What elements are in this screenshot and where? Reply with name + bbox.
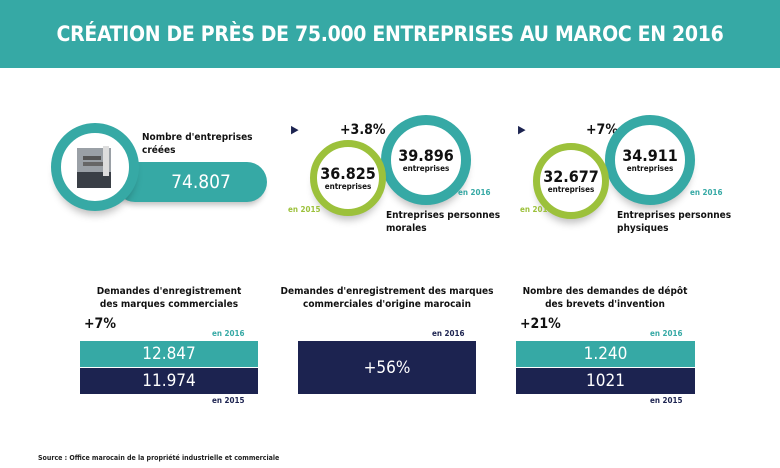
physiques-growth: +7% bbox=[586, 122, 618, 138]
total-label-line2: créées bbox=[142, 145, 176, 156]
brevets-year-2016: en 2016 bbox=[650, 329, 683, 338]
morales-year-2016: en 2016 bbox=[458, 188, 491, 197]
marques-title-line2: des marques commerciales bbox=[99, 299, 239, 310]
morales-label: Entreprises personnes morales bbox=[386, 209, 500, 235]
morales-2015-circle: 36.825 entreprises bbox=[310, 140, 386, 216]
morales-growth: +3.8% bbox=[340, 122, 386, 138]
marques-maroc-title-line1: Demandes d'enregistrement des marques bbox=[280, 286, 494, 297]
morales-year-2015: en 2015 bbox=[288, 205, 321, 214]
arrow-icon: ▶ bbox=[291, 123, 299, 136]
marques-year-2016: en 2016 bbox=[212, 329, 245, 338]
marques-title-line1: Demandes d'enregistrement bbox=[96, 286, 242, 297]
total-pill: 74.807 bbox=[115, 162, 267, 202]
marques-2016-value: 12.847 bbox=[80, 341, 258, 367]
marques-growth: +7% bbox=[84, 316, 116, 332]
marques-year-2015: en 2015 bbox=[212, 396, 245, 405]
physiques-label-line1: Entreprises personnes bbox=[617, 210, 732, 221]
physiques-2016-unit: entreprises bbox=[626, 163, 674, 173]
marques-maroc-title-line2: commerciales d'origine marocain bbox=[303, 299, 471, 310]
physiques-2015-unit: entreprises bbox=[547, 184, 595, 194]
brevets-year-2015: en 2015 bbox=[650, 396, 683, 405]
brevets-2015-value: 1021 bbox=[516, 368, 695, 394]
physiques-year-2015: en 2015 bbox=[520, 205, 553, 214]
brevets-title-line2: des brevets d'invention bbox=[545, 299, 665, 310]
source-note: Source : Office marocain de la propriété… bbox=[38, 454, 280, 462]
morales-2015-value: 36.825 bbox=[320, 163, 376, 183]
total-label: Nombre d'entreprises créées bbox=[142, 131, 253, 157]
marques-2015-value: 11.974 bbox=[80, 368, 258, 394]
morales-2015-unit: entreprises bbox=[324, 181, 372, 191]
physiques-year-2016: en 2016 bbox=[690, 188, 723, 197]
marques-maroc-title: Demandes d'enregistrement des marques co… bbox=[277, 285, 497, 311]
morales-2016-value: 39.896 bbox=[398, 145, 454, 165]
physiques-2015-value: 32.677 bbox=[543, 166, 599, 186]
morales-2016-circle: 39.896 entreprises bbox=[381, 115, 471, 205]
marques-maroc-year-2016: en 2016 bbox=[432, 329, 465, 338]
brevets-title-line1: Nombre des demandes de dépôt bbox=[522, 286, 688, 297]
total-value: 74.807 bbox=[171, 171, 231, 193]
marques-maroc-growth: +56% bbox=[298, 341, 476, 394]
physiques-2016-value: 34.911 bbox=[622, 145, 678, 165]
brevets-2016-value: 1.240 bbox=[516, 341, 695, 367]
brevets-title: Nombre des demandes de dépôt des brevets… bbox=[495, 285, 715, 311]
physiques-2015-circle: 32.677 entreprises bbox=[533, 143, 609, 219]
total-icon-circle bbox=[51, 123, 139, 211]
total-label-line1: Nombre d'entreprises bbox=[142, 132, 253, 143]
header-banner: CRÉATION DE PRÈS DE 75.000 ENTREPRISES A… bbox=[0, 0, 780, 68]
arrow-icon: ▶ bbox=[518, 123, 526, 136]
marques-title: Demandes d'enregistrement des marques co… bbox=[59, 285, 279, 311]
morales-2016-unit: entreprises bbox=[402, 163, 450, 173]
morales-label-line2: morales bbox=[386, 223, 427, 234]
morales-label-line1: Entreprises personnes bbox=[386, 210, 501, 221]
page-title: CRÉATION DE PRÈS DE 75.000 ENTREPRISES A… bbox=[56, 22, 724, 46]
physiques-label: Entreprises personnes physiques bbox=[617, 209, 731, 235]
physiques-label-line2: physiques bbox=[617, 223, 669, 234]
building-machine-icon bbox=[77, 146, 111, 188]
brevets-growth: +21% bbox=[520, 316, 561, 332]
physiques-2016-circle: 34.911 entreprises bbox=[605, 115, 695, 205]
